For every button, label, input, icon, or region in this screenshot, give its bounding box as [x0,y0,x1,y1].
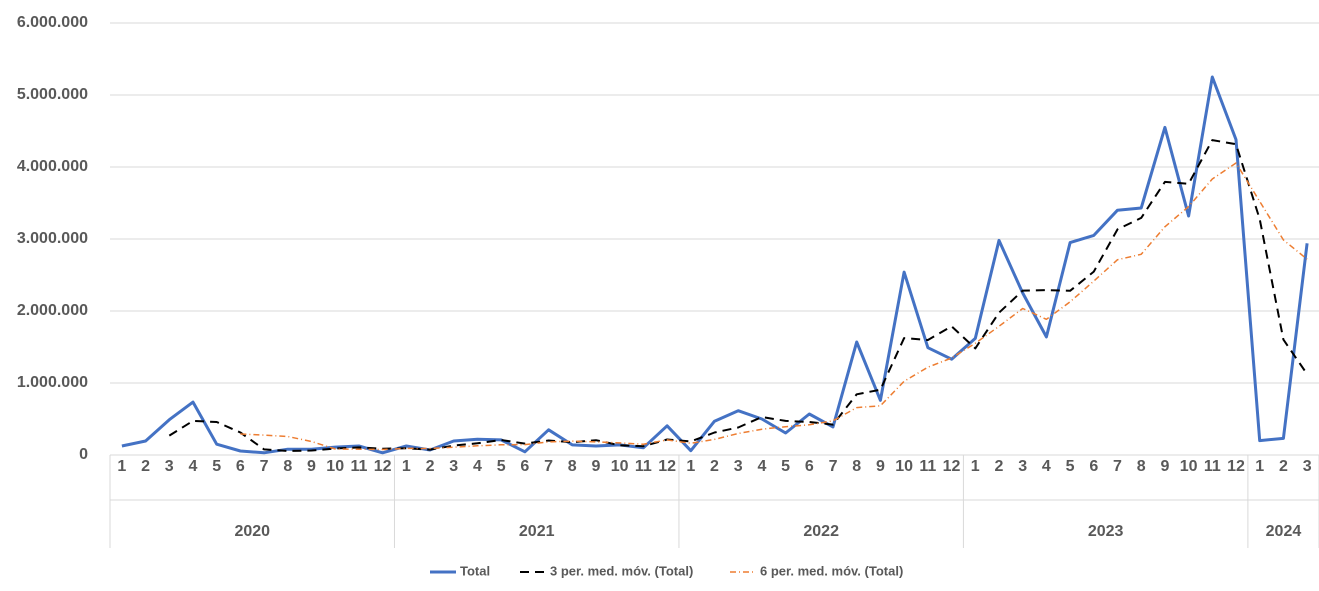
y-tick-label: 4.000.000 [17,158,88,175]
x-group-label: 2020 [234,523,270,540]
x-tick-label: 12 [374,458,392,475]
x-tick-label: 7 [260,458,269,475]
x-tick-label: 8 [568,458,577,475]
series-line [121,75,1309,455]
x-tick-label: 7 [544,458,553,475]
x-tick-label: 5 [497,458,506,475]
x-tick-label: 10 [1180,458,1198,475]
x-group-label: 2024 [1266,523,1302,540]
x-tick-label: 6 [1089,458,1098,475]
y-tick-label: 2.000.000 [17,302,88,319]
x-tick-label: 8 [1137,458,1146,475]
x-tick-label: 3 [1018,458,1027,475]
x-tick-label: 11 [919,458,936,475]
x-group-label: 2022 [803,523,839,540]
x-tick-label: 9 [1160,458,1169,475]
x-tick-label: 11 [635,458,652,475]
x-tick-label: 4 [1042,458,1051,475]
x-tick-label: 10 [895,458,913,475]
legend-label: 6 per. med. móv. (Total) [760,563,903,578]
y-tick-label: 6.000.000 [17,14,88,31]
x-tick-label: 2 [141,458,150,475]
x-tick-label: 5 [1066,458,1075,475]
x-tick-label: 11 [350,458,367,475]
x-tick-label: 12 [658,458,676,475]
x-tick-label: 3 [165,458,174,475]
x-group-label: 2021 [519,523,555,540]
x-tick-label: 8 [283,458,292,475]
x-tick-label: 8 [852,458,861,475]
series-line [240,162,1308,451]
x-tick-label: 2 [995,458,1004,475]
legend-label: Total [460,563,490,578]
x-tick-label: 1 [402,458,411,475]
x-tick-label: 9 [876,458,885,475]
x-tick-label: 1 [1255,458,1264,475]
x-tick-label: 4 [757,458,766,475]
y-tick-label: 5.000.000 [17,86,88,103]
x-tick-label: 1 [971,458,980,475]
legend-label: 3 per. med. móv. (Total) [550,563,693,578]
x-tick-label: 7 [829,458,838,475]
x-tick-label: 12 [1227,458,1245,475]
x-tick-label: 10 [611,458,629,475]
x-tick-label: 12 [943,458,961,475]
x-tick-label: 6 [520,458,529,475]
x-tick-label: 1 [117,458,126,475]
x-tick-label: 6 [805,458,814,475]
series-line [168,139,1308,452]
x-tick-label: 2 [1279,458,1288,475]
x-tick-label: 9 [307,458,316,475]
x-tick-label: 3 [1303,458,1312,475]
y-tick-label: 1.000.000 [17,374,88,391]
x-tick-label: 5 [781,458,790,475]
y-tick-label: 0 [79,446,88,463]
x-tick-label: 9 [592,458,601,475]
x-tick-label: 4 [473,458,482,475]
x-tick-label: 2 [426,458,435,475]
x-tick-label: 5 [212,458,221,475]
x-tick-label: 4 [189,458,198,475]
x-tick-label: 7 [1113,458,1122,475]
x-tick-label: 1 [686,458,695,475]
x-tick-label: 3 [449,458,458,475]
x-group-label: 2023 [1088,523,1124,540]
x-tick-label: 10 [326,458,344,475]
x-tick-label: 2 [710,458,719,475]
x-tick-label: 6 [236,458,245,475]
x-tick-label: 11 [1204,458,1221,475]
y-tick-label: 3.000.000 [17,230,88,247]
x-tick-label: 3 [734,458,743,475]
